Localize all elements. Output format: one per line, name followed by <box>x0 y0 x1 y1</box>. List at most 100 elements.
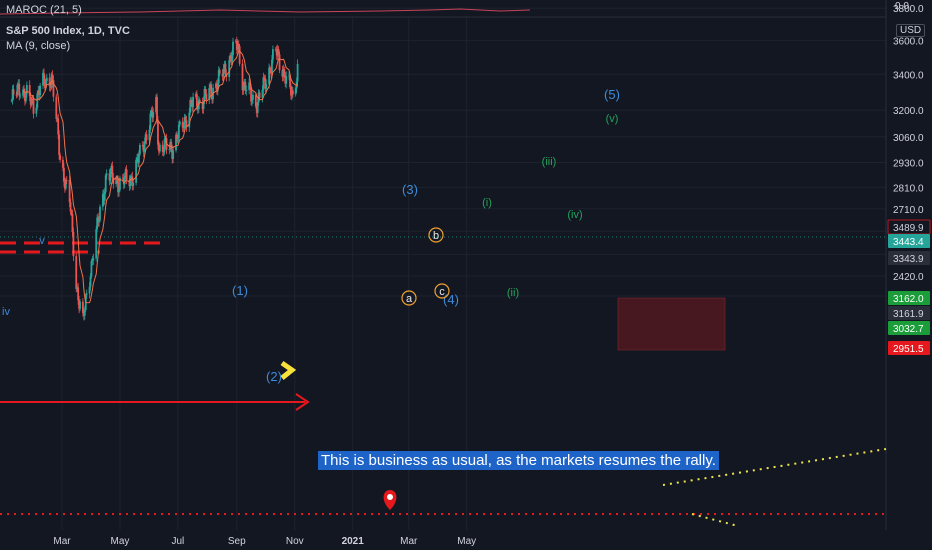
candle-body <box>25 93 27 102</box>
candle-body <box>196 93 198 107</box>
support-arrow-head <box>295 393 310 411</box>
candle-body <box>182 127 185 128</box>
candle-body <box>196 106 199 110</box>
candle-body <box>190 100 193 104</box>
wave-label: v <box>39 235 45 247</box>
candle-body <box>77 287 80 301</box>
candle-body <box>123 176 126 185</box>
candle-body <box>209 84 212 88</box>
candle-body <box>56 118 59 120</box>
candle-body <box>125 169 128 180</box>
candle-body <box>62 159 64 168</box>
candle-body <box>296 63 299 82</box>
candle-body <box>223 63 226 69</box>
candle-body <box>68 180 71 203</box>
x-tick-label: 2021 <box>342 536 365 547</box>
candle-body <box>204 88 207 94</box>
candle-body <box>289 75 291 87</box>
price-badge <box>888 234 930 248</box>
candle-body <box>230 55 232 62</box>
candle-body <box>104 175 107 192</box>
candle-body <box>118 189 120 193</box>
candle-body <box>99 206 101 221</box>
candle-body <box>288 75 290 77</box>
candle-body <box>215 83 218 91</box>
candle-body <box>71 213 74 232</box>
candle-body <box>242 85 245 91</box>
candle-body <box>142 146 145 153</box>
candle-body <box>70 211 73 214</box>
candle-body <box>282 69 285 77</box>
candle-body <box>136 157 138 160</box>
candle-body <box>175 134 177 151</box>
candle-body <box>90 261 93 277</box>
price-badge-label: 3161.9 <box>893 309 924 320</box>
candle-body <box>163 138 166 152</box>
y-tick-label: 3200.0 <box>893 106 924 117</box>
price-badge-label: 2951.5 <box>893 344 924 355</box>
candle-body <box>16 84 19 95</box>
candle-body <box>135 159 137 183</box>
y-tick-label: 2710.0 <box>893 205 924 216</box>
circle-label: c <box>439 286 445 298</box>
candle-body <box>277 49 280 55</box>
price-badge-label: 3032.7 <box>893 324 924 335</box>
x-tick-label: May <box>110 536 129 547</box>
x-tick-label: Nov <box>286 536 304 547</box>
y-tick-label: 3800.0 <box>893 4 924 15</box>
candle-body <box>177 138 179 140</box>
circle-marker <box>401 290 417 306</box>
candle-body <box>216 83 219 91</box>
currency-button[interactable]: USD <box>896 24 926 37</box>
candle-body <box>108 173 111 181</box>
candle-body <box>234 40 237 42</box>
candle-body <box>15 94 18 96</box>
candle-body <box>88 286 91 294</box>
candle-body <box>258 92 261 98</box>
candle-body <box>215 83 217 88</box>
candle-body <box>156 96 158 121</box>
candle-body <box>98 220 100 223</box>
wave-label: (v) <box>606 113 619 125</box>
candle-body <box>58 134 61 156</box>
candle-body <box>95 229 98 259</box>
candle-body <box>51 74 54 81</box>
candle-body <box>83 309 86 316</box>
price-badge-label: 3162.0 <box>893 294 924 305</box>
candle-body <box>291 90 294 95</box>
candle-body <box>274 49 277 50</box>
candle-body <box>78 300 80 309</box>
candle-body <box>63 167 65 182</box>
candle-body <box>119 177 121 190</box>
circle-label: a <box>406 293 413 305</box>
price-badge-label: 3443.4 <box>893 237 924 248</box>
candle-body <box>185 120 188 128</box>
candle-body <box>221 73 224 77</box>
candle-body <box>251 99 253 102</box>
candle-body <box>155 96 157 112</box>
candle-body <box>152 111 155 118</box>
y-tick-label: 3600.0 <box>893 36 924 47</box>
candle-body <box>116 178 118 181</box>
candle-body <box>89 276 92 287</box>
candle-body <box>28 85 31 97</box>
candle-body <box>115 178 118 185</box>
candle-body <box>171 149 174 159</box>
ma-line <box>22 49 299 304</box>
candle-body <box>195 93 197 97</box>
candle-body <box>44 79 46 88</box>
candle-body <box>191 103 194 108</box>
annotation-note[interactable]: This is business as usual, as the market… <box>318 451 719 470</box>
candle-body <box>38 90 41 96</box>
x-tick-label: Mar <box>400 536 418 547</box>
indicator-value: 0.0 <box>895 1 909 12</box>
candle-body <box>10 100 13 102</box>
candle-body <box>91 260 94 262</box>
candle-body <box>158 144 161 152</box>
candle-body <box>249 82 251 88</box>
candle-body <box>270 70 272 74</box>
candle-body <box>57 118 60 135</box>
candle-body <box>192 96 194 108</box>
candle-body <box>275 49 278 56</box>
